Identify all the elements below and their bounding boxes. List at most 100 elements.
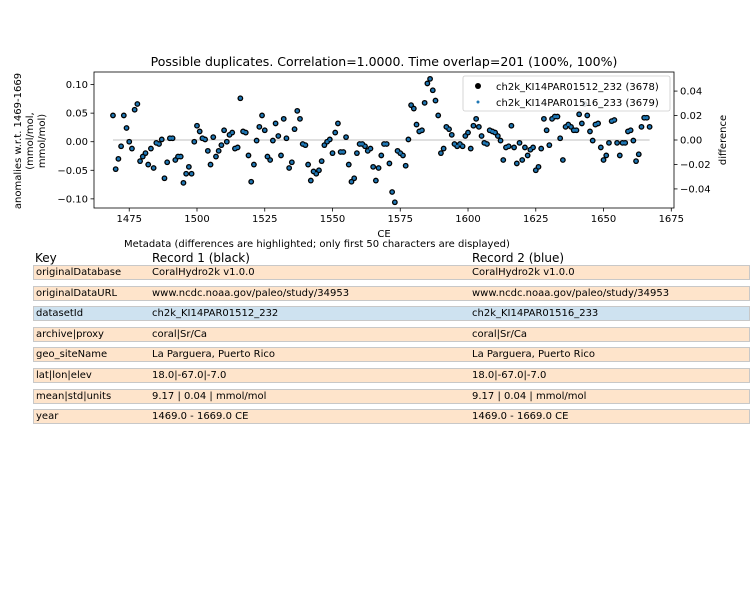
data-point-record2: [387, 161, 392, 166]
data-point-record2: [477, 125, 481, 129]
data-point-record2: [292, 127, 297, 131]
data-point-record2: [648, 125, 652, 129]
data-point-record2: [558, 136, 562, 140]
data-point-record2: [417, 129, 421, 134]
data-point-record2: [479, 134, 484, 138]
data-point-record2: [271, 138, 275, 143]
data-point-record2: [607, 141, 611, 145]
data-point-record2: [203, 137, 207, 142]
y-tick-label: −0.05: [57, 166, 88, 177]
metadata-key: year: [36, 411, 59, 423]
data-point-record2: [301, 142, 305, 146]
data-point-record2: [645, 116, 649, 120]
data-point-record2: [436, 113, 440, 118]
metadata-record1-value: 9.17 | 0.04 | mmol/mol: [152, 390, 267, 402]
data-point-record2: [225, 140, 229, 144]
data-point-record2: [493, 130, 497, 135]
y-axis-label: anomalies w.r.t. 1469-1669 (mmol/mol, mmol…: [13, 73, 48, 209]
y2-axis-label: difference: [718, 115, 729, 165]
data-point-record2: [325, 140, 329, 144]
data-point-record2: [135, 102, 139, 106]
data-point-record2: [515, 161, 519, 166]
metadata-record2-value: www.ncdc.noaa.gov/paleo/study/34953: [472, 287, 670, 299]
chart-title: Possible duplicates. Correlation=1.0000.…: [151, 54, 618, 69]
metadata-record1-value: CoralHydro2k v1.0.0: [152, 267, 255, 278]
data-point-record2: [143, 151, 148, 155]
y-axis-label-line: (mmol/mol,: [25, 112, 36, 169]
data-point-record2: [130, 146, 134, 151]
data-point-record2: [284, 136, 289, 140]
y2-tick-label: 0.04: [680, 87, 702, 98]
data-point-record2: [149, 146, 153, 151]
data-point-record2: [634, 159, 638, 163]
y-axis-ticks: −0.10 −0.05 0.00 0.05 0.10: [57, 80, 94, 205]
data-point-record2: [379, 153, 383, 158]
data-point-record2: [593, 122, 598, 127]
y2-tick-label: 0.00: [680, 136, 702, 147]
metadata-key: datasetId: [36, 308, 84, 320]
data-point-record2: [233, 146, 237, 151]
data-point-record2: [631, 138, 635, 143]
data-point-record2: [642, 116, 646, 120]
data-point-record2: [200, 136, 205, 140]
data-point-record2: [531, 145, 535, 150]
data-point-record2: [395, 149, 400, 153]
data-point-record2: [282, 117, 286, 121]
data-point-record2: [222, 128, 226, 132]
data-point-record2: [458, 142, 462, 146]
data-point-record2: [572, 128, 576, 132]
data-point-record2: [444, 125, 448, 129]
data-point-record2: [433, 98, 438, 103]
data-point-record2: [111, 113, 115, 118]
data-point-record2: [181, 181, 186, 185]
data-point-record2: [154, 141, 158, 145]
data-point-record2: [463, 134, 467, 138]
y2-tick-label: −0.02: [680, 160, 711, 171]
data-point-record2: [566, 122, 570, 127]
data-point-record2: [555, 114, 560, 119]
data-point-record2: [249, 180, 253, 184]
data-point-record2: [604, 153, 608, 158]
data-point-record2: [317, 168, 321, 172]
data-point-record2: [189, 172, 194, 176]
metadata-record1-value: www.ncdc.noaa.gov/paleo/study/34953: [152, 287, 350, 299]
data-point-record2: [523, 145, 527, 150]
data-point-record2: [173, 158, 177, 162]
metadata-record1-value: 1469.0 - 1669.0 CE: [152, 411, 249, 423]
data-point-record2: [371, 165, 375, 169]
data-point-record2: [474, 117, 478, 121]
data-point-record2: [306, 162, 310, 167]
data-point-record2: [504, 145, 508, 150]
data-point-record2: [263, 128, 267, 132]
y-axis-label-line: anomalies w.r.t. 1469-1669: [13, 73, 24, 209]
data-point-record2: [268, 158, 272, 162]
data-point-record2: [198, 129, 202, 134]
data-point-record2: [420, 128, 424, 132]
x-tick-label: 1500: [184, 214, 209, 225]
data-point-record2: [460, 144, 465, 148]
data-point-record2: [374, 178, 378, 183]
data-point-record2: [526, 153, 530, 158]
data-point-record2: [601, 158, 606, 162]
data-point-record2: [382, 142, 386, 146]
data-point-record2: [217, 149, 221, 153]
duplicate-comparison-chart: Possible duplicates. Correlation=1.0000.…: [13, 54, 729, 240]
data-point-record2: [160, 137, 164, 142]
data-point-record2: [528, 148, 532, 152]
data-point-record2: [626, 129, 630, 134]
data-point-record2: [623, 141, 627, 145]
data-point-record2: [496, 134, 500, 138]
y-tick-label: 0.00: [66, 137, 88, 148]
data-point-record2: [344, 135, 348, 139]
data-point-record2: [273, 121, 278, 126]
data-point-record2: [431, 88, 435, 92]
x-tick-label: 1600: [455, 214, 480, 225]
data-point-record2: [279, 153, 283, 158]
metadata-record2-value: 1469.0 - 1669.0 CE: [472, 411, 569, 423]
data-point-record2: [252, 162, 256, 167]
data-point-record2: [591, 138, 595, 143]
data-point-record2: [412, 106, 416, 111]
data-point-record2: [585, 113, 589, 118]
data-point-record2: [133, 108, 137, 112]
data-point-record2: [333, 130, 337, 135]
